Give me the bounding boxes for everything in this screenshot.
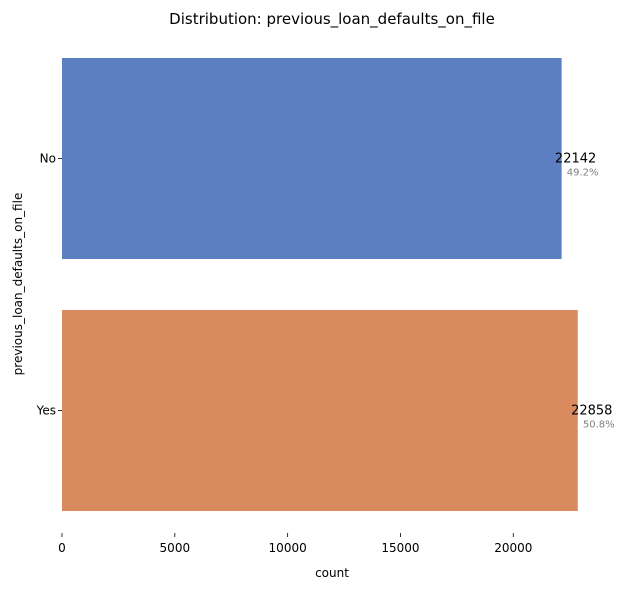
chart-title: Distribution: previous_loan_defaults_on_… — [169, 10, 495, 29]
value-label-no: 22142 — [555, 152, 596, 167]
x-tick-label-0: 0 — [58, 541, 66, 555]
bars-group — [62, 58, 578, 511]
x-axis-label: count — [315, 566, 349, 580]
x-tick-label-20000: 20000 — [494, 541, 532, 555]
x-tick-label-15000: 15000 — [381, 541, 419, 555]
x-tick-label-10000: 10000 — [269, 541, 307, 555]
y-tick-label-yes: Yes — [36, 404, 56, 418]
bar-no — [62, 58, 562, 259]
value-label-yes: 22858 — [571, 404, 612, 419]
y-tick-labels: No Yes — [36, 152, 62, 418]
y-axis-label: previous_loan_defaults_on_file — [11, 193, 25, 376]
x-axis: 0 5000 10000 15000 20000 — [58, 533, 532, 555]
x-tick-label-5000: 5000 — [160, 541, 191, 555]
y-tick-label-no: No — [40, 152, 56, 166]
percent-label-yes: 50.8% — [583, 420, 615, 431]
bar-yes — [62, 310, 578, 511]
percent-label-no: 49.2% — [567, 168, 599, 179]
